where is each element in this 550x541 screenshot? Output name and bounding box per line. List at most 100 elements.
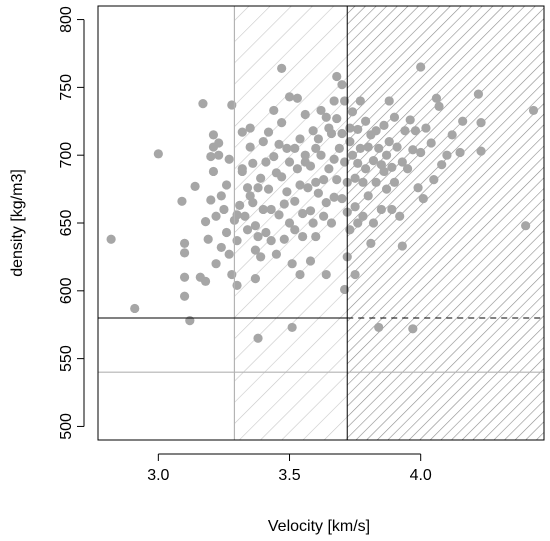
data-point bbox=[410, 126, 421, 136]
data-point bbox=[405, 115, 415, 125]
data-point bbox=[353, 158, 363, 168]
data-point bbox=[221, 227, 232, 238]
data-point bbox=[313, 134, 323, 144]
data-point bbox=[198, 99, 208, 109]
data-point bbox=[332, 71, 342, 82]
data-point bbox=[185, 316, 195, 326]
data-point bbox=[368, 218, 379, 228]
hatch-region-high bbox=[347, 6, 544, 440]
data-point bbox=[397, 157, 407, 167]
data-point bbox=[521, 221, 531, 231]
data-point bbox=[376, 204, 386, 215]
data-point bbox=[303, 183, 313, 193]
data-point bbox=[279, 199, 289, 209]
data-point bbox=[311, 177, 321, 187]
data-point bbox=[363, 191, 373, 201]
data-point bbox=[528, 105, 539, 116]
data-point bbox=[455, 147, 465, 158]
data-point bbox=[290, 196, 300, 206]
data-point bbox=[387, 204, 397, 215]
data-point bbox=[345, 225, 355, 235]
data-point bbox=[311, 143, 321, 154]
data-point bbox=[350, 173, 360, 183]
data-point bbox=[269, 105, 279, 116]
data-point bbox=[250, 274, 261, 284]
data-point bbox=[397, 241, 407, 251]
data-point bbox=[295, 180, 305, 190]
data-point bbox=[274, 139, 284, 149]
y-tick-label: 750 bbox=[58, 74, 75, 101]
y-tick-label: 600 bbox=[58, 277, 75, 304]
data-points bbox=[106, 62, 539, 343]
data-point bbox=[374, 143, 384, 154]
data-point bbox=[416, 62, 426, 72]
data-point bbox=[319, 211, 329, 221]
data-point bbox=[350, 202, 360, 212]
data-point bbox=[340, 284, 350, 295]
data-point bbox=[256, 173, 266, 183]
data-point bbox=[261, 157, 271, 167]
data-point bbox=[326, 128, 337, 139]
data-point bbox=[305, 256, 316, 266]
data-point bbox=[337, 128, 347, 139]
data-point bbox=[361, 116, 371, 126]
data-point bbox=[298, 208, 308, 219]
data-point bbox=[153, 149, 163, 159]
data-point bbox=[266, 236, 276, 246]
data-point bbox=[355, 96, 365, 106]
data-point bbox=[208, 130, 219, 140]
x-tick-label: 4.0 bbox=[410, 467, 432, 484]
data-point bbox=[353, 218, 363, 228]
y-tick-label: 700 bbox=[58, 142, 75, 169]
data-point bbox=[200, 276, 211, 286]
data-point bbox=[426, 138, 436, 148]
data-point bbox=[106, 234, 116, 244]
data-point bbox=[347, 107, 358, 117]
data-point bbox=[206, 195, 216, 205]
data-point bbox=[379, 166, 389, 177]
data-point bbox=[402, 164, 413, 174]
data-point bbox=[416, 147, 426, 158]
data-point bbox=[179, 272, 190, 282]
data-point bbox=[431, 93, 442, 103]
data-point bbox=[458, 116, 468, 126]
data-point bbox=[334, 143, 344, 154]
data-point bbox=[248, 158, 258, 168]
data-point bbox=[321, 198, 331, 208]
data-point bbox=[473, 89, 484, 99]
data-point bbox=[245, 123, 255, 133]
y-tick-label: 800 bbox=[58, 6, 75, 33]
data-point bbox=[337, 193, 347, 204]
data-point bbox=[300, 150, 310, 160]
y-tick-label: 500 bbox=[58, 413, 75, 440]
data-point bbox=[381, 184, 392, 194]
data-point bbox=[384, 137, 394, 147]
data-point bbox=[347, 150, 358, 160]
data-point bbox=[282, 143, 292, 154]
data-point bbox=[274, 210, 284, 220]
data-point bbox=[211, 259, 221, 269]
data-point bbox=[208, 166, 219, 177]
data-point bbox=[326, 218, 337, 228]
data-point bbox=[384, 96, 394, 106]
data-point bbox=[308, 126, 318, 136]
data-point bbox=[250, 245, 261, 255]
data-point bbox=[290, 143, 300, 154]
data-point bbox=[353, 124, 363, 135]
data-point bbox=[374, 322, 384, 333]
data-point bbox=[368, 156, 379, 166]
data-point bbox=[305, 161, 316, 171]
data-point bbox=[355, 143, 365, 154]
data-point bbox=[476, 146, 486, 156]
data-point bbox=[179, 291, 190, 301]
data-point bbox=[340, 96, 350, 106]
y-tick-label: 650 bbox=[58, 210, 75, 237]
data-point bbox=[284, 92, 295, 102]
data-point bbox=[324, 164, 334, 174]
data-point bbox=[329, 96, 339, 106]
data-point bbox=[253, 333, 263, 343]
data-point bbox=[224, 154, 234, 164]
data-point bbox=[203, 234, 213, 244]
data-point bbox=[214, 150, 224, 160]
data-point bbox=[321, 269, 331, 280]
